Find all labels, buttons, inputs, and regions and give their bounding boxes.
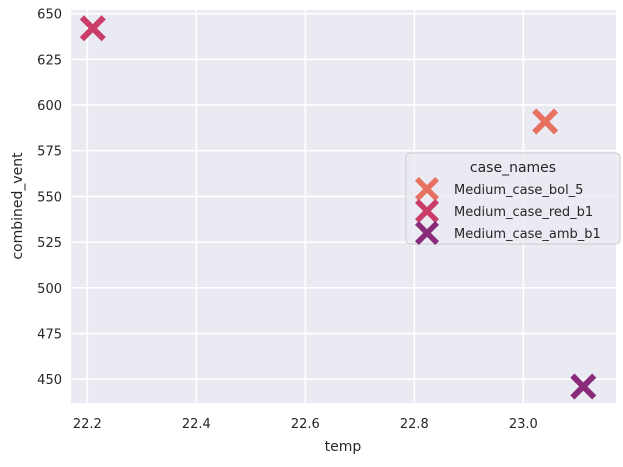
legend-title: case_names <box>470 160 556 176</box>
legend-label: Medium_case_bol_5 <box>454 183 583 198</box>
x-tick-label: 23.0 <box>509 417 538 432</box>
scatter-point <box>532 108 559 135</box>
legend: case_names Medium_case_bol_5Medium_case_… <box>405 152 621 245</box>
legend-label: Medium_case_red_b1 <box>454 205 593 220</box>
data-points <box>79 15 597 400</box>
y-tick-label: 550 <box>37 190 62 205</box>
legend-box <box>405 152 621 245</box>
y-tick-label: 650 <box>37 8 62 23</box>
y-tick-label: 450 <box>37 373 62 388</box>
legend-items: Medium_case_bol_5 Medium_case_red_b1 Mediu… <box>415 177 601 245</box>
x-tick-label: 22.8 <box>400 417 429 432</box>
legend-label: Medium_case_amb_b1 <box>454 227 601 242</box>
y-tick-label: 625 <box>37 53 62 68</box>
y-tick-label: 500 <box>37 282 62 297</box>
x-axis-label: temp <box>325 439 362 455</box>
x-tick-label: 22.6 <box>291 417 320 432</box>
y-tick-label: 475 <box>37 328 62 343</box>
y-axis-ticks: 450 475 500 525 550 575 600 625 650 <box>37 8 62 389</box>
y-tick-label: 575 <box>37 145 62 160</box>
y-tick-label: 600 <box>37 99 62 114</box>
x-axis-ticks: 22.2 22.4 22.6 22.8 23.0 <box>73 417 538 432</box>
y-tick-label: 525 <box>37 236 62 251</box>
legend-marker <box>415 221 439 245</box>
y-axis-label: combined_vent <box>10 152 26 260</box>
legend-marker <box>415 177 439 201</box>
legend-marker <box>415 199 439 223</box>
scatter-point <box>79 15 106 42</box>
x-tick-label: 22.4 <box>182 417 211 432</box>
x-tick-label: 22.2 <box>73 417 102 432</box>
scatter-point <box>570 373 597 400</box>
